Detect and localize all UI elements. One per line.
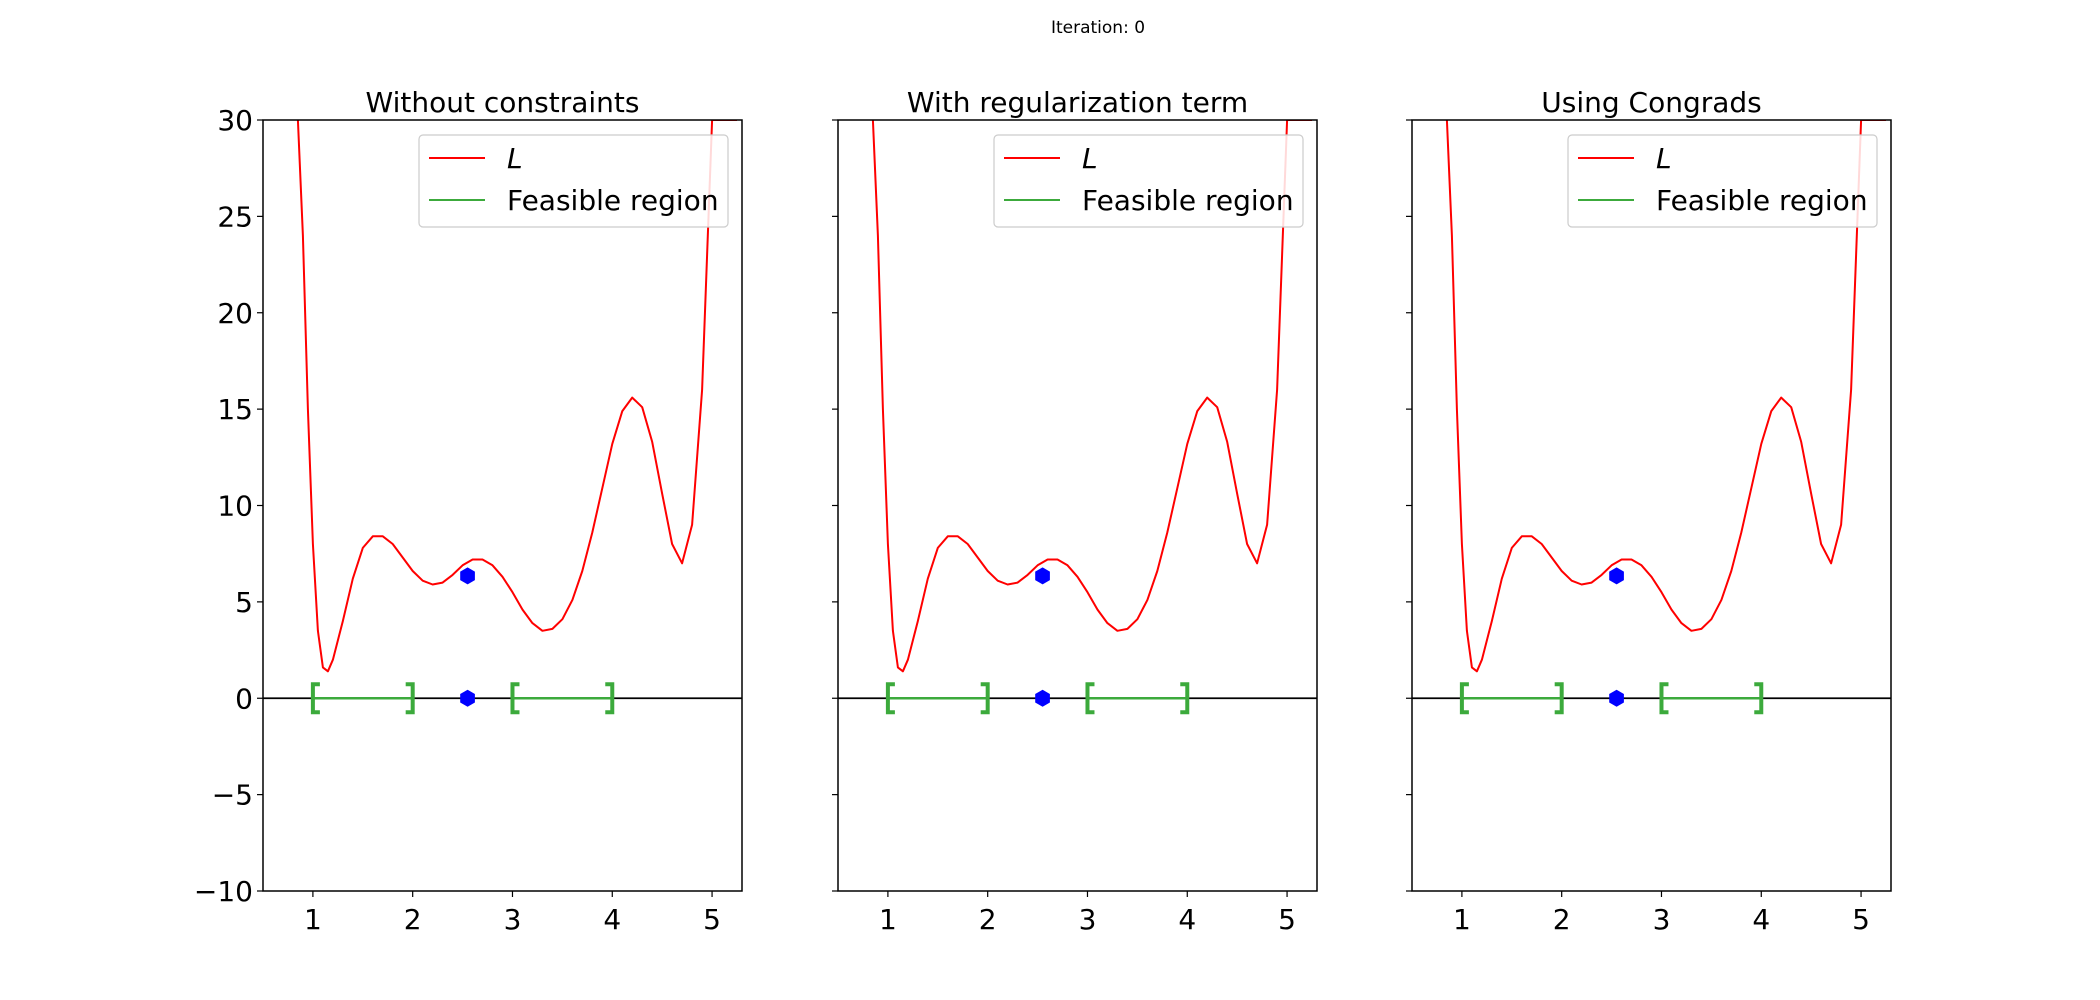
x-tick-label: 2 bbox=[404, 903, 422, 936]
x-tick-label: 1 bbox=[304, 903, 322, 936]
x-tick-label: 2 bbox=[1553, 903, 1571, 936]
current-point-on-axis bbox=[1609, 689, 1624, 707]
legend-label-L: L bbox=[1082, 142, 1098, 175]
feasible-region-left-bracket bbox=[310, 682, 320, 715]
feasible-region-left-bracket bbox=[1085, 682, 1095, 715]
loss-curve-L bbox=[871, 120, 1312, 673]
feasible-region-right-bracket bbox=[980, 682, 990, 715]
legend-label-L: L bbox=[507, 142, 523, 175]
legend-label-feasible-region: Feasible region bbox=[1656, 184, 1868, 217]
feasible-region-left-bracket bbox=[885, 682, 895, 715]
current-point-on-curve bbox=[1609, 567, 1624, 585]
subplot-title: Using Congrads bbox=[1541, 86, 1762, 119]
y-tick-label: 20 bbox=[217, 297, 253, 330]
x-tick-label: 2 bbox=[979, 903, 997, 936]
current-point-on-axis bbox=[1035, 689, 1050, 707]
y-tick-label: 15 bbox=[217, 393, 253, 426]
current-point-on-curve bbox=[460, 567, 475, 585]
subplot-3: Using Congrads 1 2 3 4 5 L Feasible region bbox=[1406, 86, 1892, 936]
y-tick-label: 0 bbox=[235, 682, 253, 715]
y-tick-label: 10 bbox=[217, 490, 253, 523]
subplot-2: With regularization term 1 2 3 4 5 L Feasible r… bbox=[832, 86, 1318, 936]
y-tick-label: 30 bbox=[217, 104, 253, 137]
loss-curve-L bbox=[1445, 120, 1886, 673]
y-tick-label: −10 bbox=[194, 875, 253, 908]
x-tick-label: 1 bbox=[879, 903, 897, 936]
axes-frame bbox=[1411, 119, 1892, 892]
figure-suptitle: Iteration: 0 bbox=[1051, 18, 1145, 38]
plot-area bbox=[1412, 120, 1891, 715]
x-tick-label: 5 bbox=[1278, 903, 1296, 936]
feasible-region-right-bracket bbox=[1554, 682, 1564, 715]
axes-frame bbox=[262, 119, 743, 892]
x-tick-label: 3 bbox=[1079, 903, 1097, 936]
feasible-region-left-bracket bbox=[1659, 682, 1669, 715]
subplot-title: With regularization term bbox=[907, 86, 1248, 119]
x-tick-label: 4 bbox=[1178, 903, 1196, 936]
x-tick-label: 3 bbox=[1653, 903, 1671, 936]
feasible-region-right-bracket bbox=[405, 682, 415, 715]
legend-box bbox=[993, 134, 1304, 228]
y-tick-label: 25 bbox=[217, 200, 253, 233]
current-point-on-axis bbox=[460, 689, 475, 707]
feasible-region-left-bracket bbox=[510, 682, 520, 715]
plot-area bbox=[838, 120, 1317, 715]
legend-label-feasible-region: Feasible region bbox=[1082, 184, 1294, 217]
x-tick-label: 4 bbox=[603, 903, 621, 936]
legend: L Feasible region bbox=[418, 134, 729, 228]
feasible-region-left-bracket bbox=[1459, 682, 1469, 715]
subplot-1: Without constraints 30 25 20 15 10 5 0 −5 −10 1 2 3 4… bbox=[194, 86, 743, 936]
legend-box bbox=[418, 134, 729, 228]
x-tick-label: 4 bbox=[1752, 903, 1770, 936]
feasible-region-right-bracket bbox=[1754, 682, 1764, 715]
feasible-region-right-bracket bbox=[605, 682, 615, 715]
x-tick-label: 5 bbox=[703, 903, 721, 936]
subplot-title: Without constraints bbox=[366, 86, 640, 119]
axes-frame bbox=[837, 119, 1318, 892]
legend: L Feasible region bbox=[993, 134, 1304, 228]
loss-curve-L bbox=[296, 120, 737, 673]
x-tick-label: 5 bbox=[1852, 903, 1870, 936]
legend: L Feasible region bbox=[1567, 134, 1878, 228]
current-point-on-curve bbox=[1035, 567, 1050, 585]
legend-label-L: L bbox=[1656, 142, 1672, 175]
legend-label-feasible-region: Feasible region bbox=[507, 184, 719, 217]
y-tick-label: 5 bbox=[235, 586, 253, 619]
x-tick-label: 3 bbox=[504, 903, 522, 936]
plot-area bbox=[263, 120, 742, 715]
x-tick-label: 1 bbox=[1453, 903, 1471, 936]
y-tick-label: −5 bbox=[212, 779, 253, 812]
legend-box bbox=[1567, 134, 1878, 228]
feasible-region-right-bracket bbox=[1180, 682, 1190, 715]
